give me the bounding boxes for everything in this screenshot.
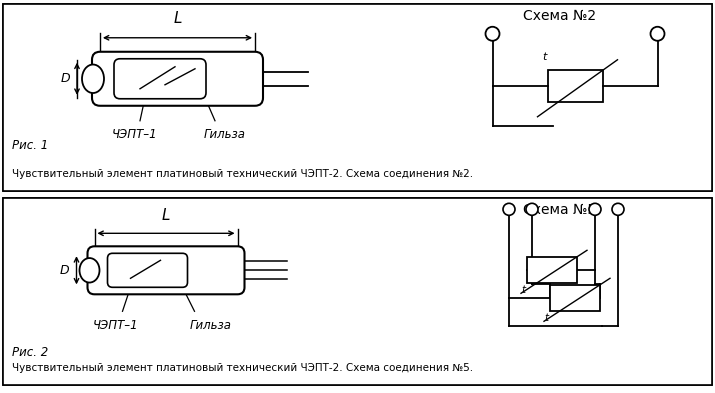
FancyBboxPatch shape [114, 59, 206, 99]
Text: L: L [173, 11, 182, 26]
Circle shape [612, 203, 624, 215]
Circle shape [485, 27, 500, 41]
Text: Рис. 2: Рис. 2 [12, 346, 48, 359]
Circle shape [589, 203, 601, 215]
Circle shape [651, 27, 664, 41]
Bar [550, 285, 600, 311]
Text: D: D [59, 264, 69, 277]
Text: Гильза: Гильза [204, 128, 246, 141]
Text: Рис. 1: Рис. 1 [12, 139, 48, 152]
Bar [548, 70, 603, 102]
Circle shape [526, 203, 538, 215]
Text: ЧЭПТ–1: ЧЭПТ–1 [93, 319, 138, 332]
Text: Чувствительный элемент платиновый технический ЧЭПТ-2. Схема соединения №5.: Чувствительный элемент платиновый технич… [12, 363, 473, 373]
Text: Схема №5: Схема №5 [523, 203, 596, 217]
FancyBboxPatch shape [92, 52, 263, 106]
Text: t: t [521, 285, 525, 295]
FancyBboxPatch shape [87, 246, 245, 294]
Text: t: t [544, 313, 548, 323]
Text: Гильза: Гильза [189, 319, 232, 332]
Circle shape [503, 203, 515, 215]
Text: Схема №2: Схема №2 [523, 9, 596, 23]
Text: Чувствительный элемент платиновый технический ЧЭПТ-2. Схема соединения №2.: Чувствительный элемент платиновый технич… [12, 169, 473, 179]
Ellipse shape [82, 64, 104, 93]
Text: ЧЭПТ–1: ЧЭПТ–1 [112, 128, 158, 141]
Text: t: t [543, 52, 547, 62]
FancyBboxPatch shape [107, 253, 187, 287]
Bar [527, 257, 577, 283]
Text: L: L [162, 208, 170, 223]
Ellipse shape [79, 258, 99, 283]
Text: D: D [60, 72, 70, 85]
